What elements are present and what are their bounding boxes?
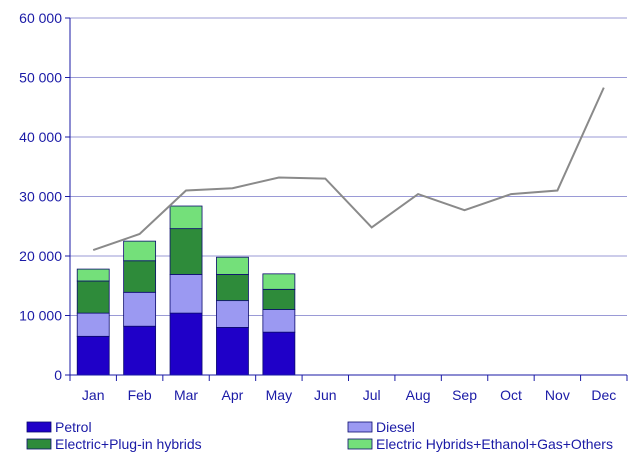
x-tick-label: Oct — [500, 387, 522, 403]
bar-diesel-feb — [123, 291, 157, 327]
bar-electric-hybrids-ethanol-gas-others-jan — [76, 268, 110, 282]
legend: Petrol Diesel Electric+Plug-in hybrids Elec… — [26, 419, 613, 452]
y-tick-label: 40 000 — [19, 129, 62, 145]
legend-swatch-petrol — [26, 421, 52, 433]
x-tick-label: Dec — [591, 387, 616, 403]
legend-swatch-electric-plug-in-hybrids — [26, 438, 52, 450]
y-tick-label: 0 — [54, 367, 62, 383]
bar-electric-plug-in-hybrids-feb — [123, 260, 157, 293]
bar-diesel-jan — [76, 312, 110, 337]
bar-electric-plug-in-hybrids-mar — [169, 228, 203, 275]
legend-swatch-diesel — [347, 421, 373, 433]
x-tick-label: Nov — [545, 387, 570, 403]
y-axis-tick-labels: 0 10 000 20 000 30 000 40 000 50 000 60 000 — [19, 10, 62, 383]
x-tick-label: Feb — [128, 387, 152, 403]
axes — [65, 17, 628, 381]
bar-petrol-may — [262, 331, 296, 376]
bar-electric-plug-in-hybrids-apr — [216, 274, 249, 302]
x-tick-label: Jun — [314, 387, 337, 403]
bar-electric-plug-in-hybrids-jan — [76, 280, 110, 314]
y-tick-label: 20 000 — [19, 248, 62, 264]
bar-diesel-may — [262, 309, 296, 333]
y-tick-label: 30 000 — [19, 189, 62, 205]
total-line — [92, 87, 605, 252]
bar-electric-hybrids-ethanol-gas-others-mar — [169, 205, 203, 230]
bar-electric-hybrids-ethanol-gas-others-apr — [216, 256, 249, 275]
x-tick-label: Sep — [452, 387, 477, 403]
legend-label-electric-hybrids-ethanol-gas-others: Electric Hybrids+Ethanol+Gas+Others — [376, 436, 613, 452]
bar-electric-hybrids-ethanol-gas-others-feb — [123, 240, 157, 262]
y-tick-label: 60 000 — [19, 10, 62, 26]
legend-label-petrol: Petrol — [55, 419, 92, 435]
total-line-series — [92, 87, 605, 252]
x-axis-tick-labels: Jan Feb Mar Apr May Jun Jul Aug Sep Oct Nov Dec — [82, 387, 616, 403]
bar-petrol-mar — [169, 312, 203, 376]
legend-label-electric-plug-in-hybrids: Electric+Plug-in hybrids — [55, 436, 202, 452]
x-tick-label: Jan — [82, 387, 105, 403]
bar-petrol-apr — [216, 326, 249, 376]
y-tick-label: 50 000 — [19, 70, 62, 86]
bar-petrol-jan — [76, 335, 110, 376]
bar-diesel-mar — [169, 274, 203, 314]
x-tick-label: Aug — [406, 387, 431, 403]
bar-petrol-feb — [123, 325, 157, 376]
y-tick-label: 10 000 — [19, 308, 62, 324]
grid-lines — [70, 17, 627, 316]
x-tick-label: Jul — [363, 387, 381, 403]
x-tick-label: Apr — [222, 387, 244, 403]
x-tick-label: May — [266, 387, 292, 403]
legend-label-diesel: Diesel — [376, 419, 415, 435]
legend-swatch-electric-hybrids-ethanol-gas-others — [347, 438, 373, 450]
x-tick-label: Mar — [174, 387, 198, 403]
bars — [76, 205, 296, 376]
bar-diesel-apr — [216, 300, 249, 328]
bar-electric-hybrids-ethanol-gas-others-may — [262, 273, 296, 290]
bar-electric-plug-in-hybrids-may — [262, 288, 296, 310]
